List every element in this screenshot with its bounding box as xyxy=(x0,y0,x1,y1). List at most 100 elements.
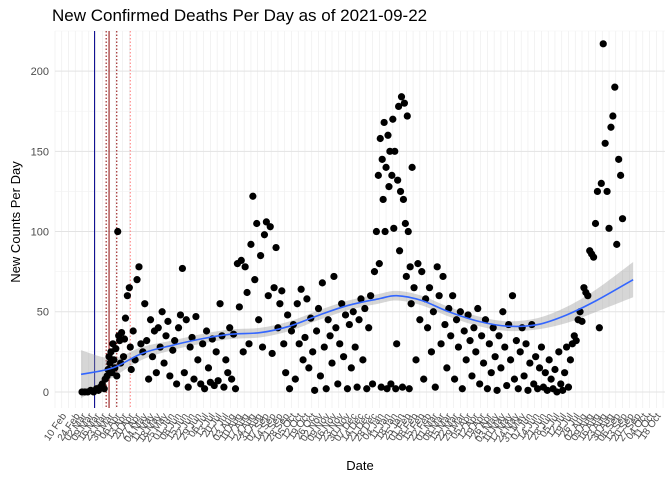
data-point xyxy=(406,263,414,271)
data-point xyxy=(120,335,129,343)
data-point xyxy=(359,356,367,364)
data-point xyxy=(239,348,247,356)
data-point xyxy=(443,364,451,372)
data-point xyxy=(231,385,240,393)
data-point xyxy=(435,292,443,300)
data-point xyxy=(361,304,369,313)
data-point xyxy=(609,112,617,120)
data-point xyxy=(382,163,390,171)
data-point xyxy=(404,227,412,236)
data-point xyxy=(264,292,272,300)
data-point xyxy=(553,388,561,396)
data-point xyxy=(389,115,397,123)
data-point xyxy=(339,353,348,361)
data-point xyxy=(112,345,120,353)
data-point xyxy=(456,308,464,316)
data-point xyxy=(338,300,346,308)
data-point xyxy=(186,343,194,351)
y-tick-label: 100 xyxy=(31,227,49,239)
data-point xyxy=(188,333,196,342)
data-point xyxy=(468,372,476,380)
data-point xyxy=(561,369,569,377)
data-point xyxy=(491,353,499,361)
data-point xyxy=(355,316,363,324)
data-point xyxy=(272,243,280,252)
data-point xyxy=(158,308,166,316)
data-point xyxy=(287,327,296,335)
data-point xyxy=(318,279,326,287)
data-point xyxy=(174,324,183,332)
data-point xyxy=(391,147,399,155)
data-point xyxy=(613,240,621,248)
data-point xyxy=(431,383,439,391)
data-point xyxy=(256,251,265,260)
data-point xyxy=(247,240,255,248)
y-tick-label: 50 xyxy=(37,307,49,319)
data-point xyxy=(450,375,459,383)
data-point xyxy=(280,340,288,348)
data-point xyxy=(295,340,303,348)
data-point xyxy=(566,356,575,364)
data-point xyxy=(437,340,445,348)
data-point xyxy=(169,346,177,354)
data-point xyxy=(593,187,602,196)
data-point xyxy=(481,316,490,324)
data-point xyxy=(497,364,505,372)
data-point xyxy=(303,295,311,303)
data-point xyxy=(216,300,224,308)
data-point xyxy=(541,369,549,377)
data-point xyxy=(197,380,205,388)
data-point xyxy=(343,385,352,393)
data-point xyxy=(564,383,573,391)
data-point xyxy=(222,356,230,364)
data-point xyxy=(489,324,497,332)
data-point xyxy=(607,123,615,131)
data-point xyxy=(164,317,172,325)
data-point xyxy=(135,263,143,271)
reference-lines xyxy=(94,31,131,408)
data-point xyxy=(603,187,611,196)
data-point xyxy=(508,292,517,300)
data-point xyxy=(326,332,334,340)
data-point xyxy=(293,300,301,308)
data-point xyxy=(374,171,382,179)
data-point xyxy=(547,375,555,383)
data-point xyxy=(363,385,371,393)
data-point xyxy=(485,340,493,348)
data-point xyxy=(305,364,313,372)
data-point xyxy=(180,369,188,377)
y-tick-label: 200 xyxy=(31,66,49,78)
data-point xyxy=(182,316,190,324)
data-point xyxy=(398,383,407,391)
data-point xyxy=(518,324,526,332)
data-point xyxy=(309,348,317,356)
data-point xyxy=(328,359,336,367)
data-point xyxy=(379,195,387,204)
data-point xyxy=(423,324,432,332)
data-point xyxy=(493,386,501,394)
data-point xyxy=(268,349,276,358)
data-point xyxy=(260,231,269,239)
data-point xyxy=(301,333,309,342)
data-point xyxy=(572,337,580,345)
data-point xyxy=(125,284,133,292)
data-point xyxy=(520,372,528,380)
data-point xyxy=(394,176,402,184)
data-point xyxy=(595,324,603,332)
data-point xyxy=(503,381,511,390)
smooth-line xyxy=(80,278,634,376)
data-points xyxy=(78,40,627,396)
data-point xyxy=(478,332,486,340)
data-point xyxy=(433,263,441,271)
data-point xyxy=(146,316,155,324)
data-point xyxy=(380,118,388,127)
data-point xyxy=(312,327,321,335)
data-point xyxy=(397,93,406,101)
data-point xyxy=(537,343,546,351)
data-point xyxy=(204,364,213,372)
data-point xyxy=(400,99,408,107)
data-point xyxy=(173,380,181,388)
data-point xyxy=(464,311,472,319)
data-point xyxy=(291,375,299,383)
